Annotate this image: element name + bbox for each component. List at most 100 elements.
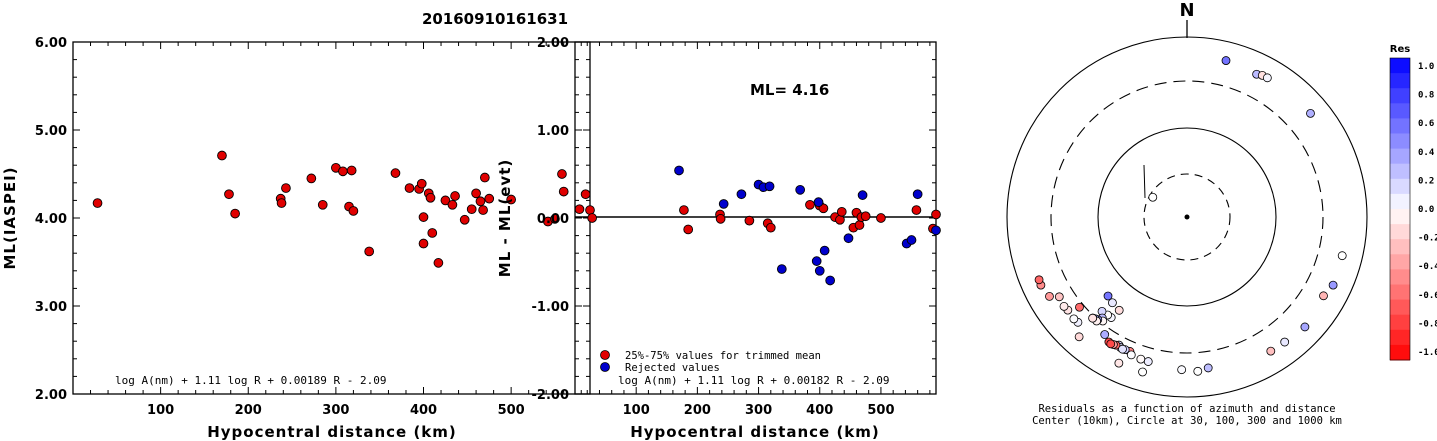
residual-y-tick-label: 2.00 [537,36,569,51]
colorbar-swatch [1390,254,1410,270]
residual-y-tick-label: 1.00 [537,124,569,139]
residual-data-point [718,199,729,209]
colorbar-swatch [1390,284,1410,301]
magnitude-data-point [479,172,490,183]
colorbar-swatch [1390,133,1410,150]
residual-formula: log A(nm) + 1.11 log R + 0.00182 R - 2.0… [618,374,890,387]
residual-data-point [715,214,726,224]
residual-data-point [736,189,747,200]
magnitude-data-point [466,204,477,215]
azimuth-data-point [1069,314,1079,324]
magnitude-data-point [550,214,560,224]
azimuth-data-point [1319,291,1328,301]
colorbar-swatch [1390,118,1410,134]
azimuth-data-point [1280,337,1290,347]
azimuth-data-point [1088,313,1098,323]
azimuth-data-point [1114,358,1124,368]
colorbar-ticks: 1.0 0.8 0.6 0.4 0.2 0.0 -0.2 -0.4 -0.6 -0.8 -1.0 [1418,62,1437,358]
colorbar-swatch [1390,209,1410,225]
residual-data-point [674,165,684,176]
azimuth-data-point [1118,344,1127,354]
residual-x-tick-label: 400 [806,403,833,418]
colorbar-tick-label: 0.4 [1418,148,1435,158]
residual-data-point [811,256,822,266]
colorbar-tick-label: 0.6 [1418,119,1434,129]
residual-data-point [819,245,830,256]
polar-caption-line2: Center (10km), Circle at 30, 100, 300 an… [1032,415,1342,427]
colorbar-swatch [1390,58,1410,74]
residual-x-axis-label: Hypocentral distance (km) [630,423,880,441]
magnitude-data-point [459,214,470,225]
residual-data-point [776,264,787,274]
magnitude-y-tick-label: 4.00 [35,212,67,227]
azimuth-data-point [1138,367,1147,377]
residual-data-point [912,189,923,200]
residual-data-point [931,209,941,220]
magnitude-data-point [427,228,438,238]
magnitude-data-point [557,169,567,179]
colorbar-swatch [1390,193,1410,210]
colorbar-swatch [1390,88,1410,104]
residual-x-tick-label: 100 [623,403,650,418]
azimuth-data-point [1177,365,1187,375]
azimuth-data-point [1337,251,1347,261]
colorbar-tick-label: 1.0 [1418,62,1434,72]
colorbar-swatch [1390,239,1410,255]
tie-line [1143,164,1146,199]
magnitude-data-point [484,193,495,204]
azimuth-data-point [1221,56,1231,65]
colorbar-swatch [1390,269,1410,285]
azimuth-data-point [1059,301,1069,311]
colorbar-swatch [1390,73,1410,89]
magnitude-data-point [224,189,234,200]
azimuth-data-point [1126,350,1136,360]
colorbar-tick-label: -1.0 [1418,348,1437,358]
magnitude-data-point [390,168,401,178]
magnitude-x-tick-label: 500 [498,403,525,418]
residual-data-point [765,222,776,233]
colorbar-swatch [1390,329,1410,346]
magnitude-data-point [433,258,444,268]
azimuth-data-point [1103,291,1113,301]
azimuth-data-point [1143,357,1153,366]
colorbar-tick-label: -0.4 [1418,262,1437,272]
legend-rejected-marker [600,362,610,372]
residual-data-point [836,206,847,217]
azimuth-data-point [1266,346,1276,356]
residual-y-axis-label: ML - ML(evt) [496,159,514,277]
azimuth-data-point [1136,354,1146,364]
magnitude-data-point [506,194,516,205]
magnitude-data-point [574,204,585,215]
magnitude-x-tick-label: 200 [235,403,262,418]
magnitude-x-tick-label: 300 [322,403,349,418]
residual-data-point [906,235,917,245]
magnitude-data-point [306,173,317,184]
magnitude-data-point [346,165,357,176]
colorbar-swatch [1390,163,1410,180]
azimuth-points [1034,56,1347,377]
colorbar-swatch [1390,344,1410,361]
residual-y-tick-label: -2.00 [532,388,569,403]
azimuth-data-point [1306,108,1315,118]
azimuth-data-point [1045,292,1054,301]
colorbar-swatch [1390,103,1410,119]
magnitude-axis-ticks: 2.00 3.00 4.00 5.00 6.00 100 200 300 400 500 [35,36,590,418]
colorbar-tick-label: 0.0 [1418,205,1434,215]
azimuth-data-point [1328,280,1338,290]
magnitude-data-point [478,205,488,215]
magnitude-data-point [558,186,569,197]
magnitude-points [92,150,595,268]
azimuth-data-point [1106,339,1116,349]
magnitude-data-point [92,198,103,208]
azimuth-data-point [1054,292,1064,302]
magnitude-data-point [338,166,348,177]
magnitude-data-point [580,189,591,200]
magnitude-data-point [276,198,287,208]
magnitude-data-point [585,205,595,215]
magnitude-data-point [450,191,460,201]
colorbar-swatch [1390,224,1410,240]
colorbar-frame [1389,57,1411,361]
magnitude-data-point [475,196,486,207]
legend-rejected-label: Rejected values [625,362,720,374]
magnitude-data-point [230,208,240,219]
